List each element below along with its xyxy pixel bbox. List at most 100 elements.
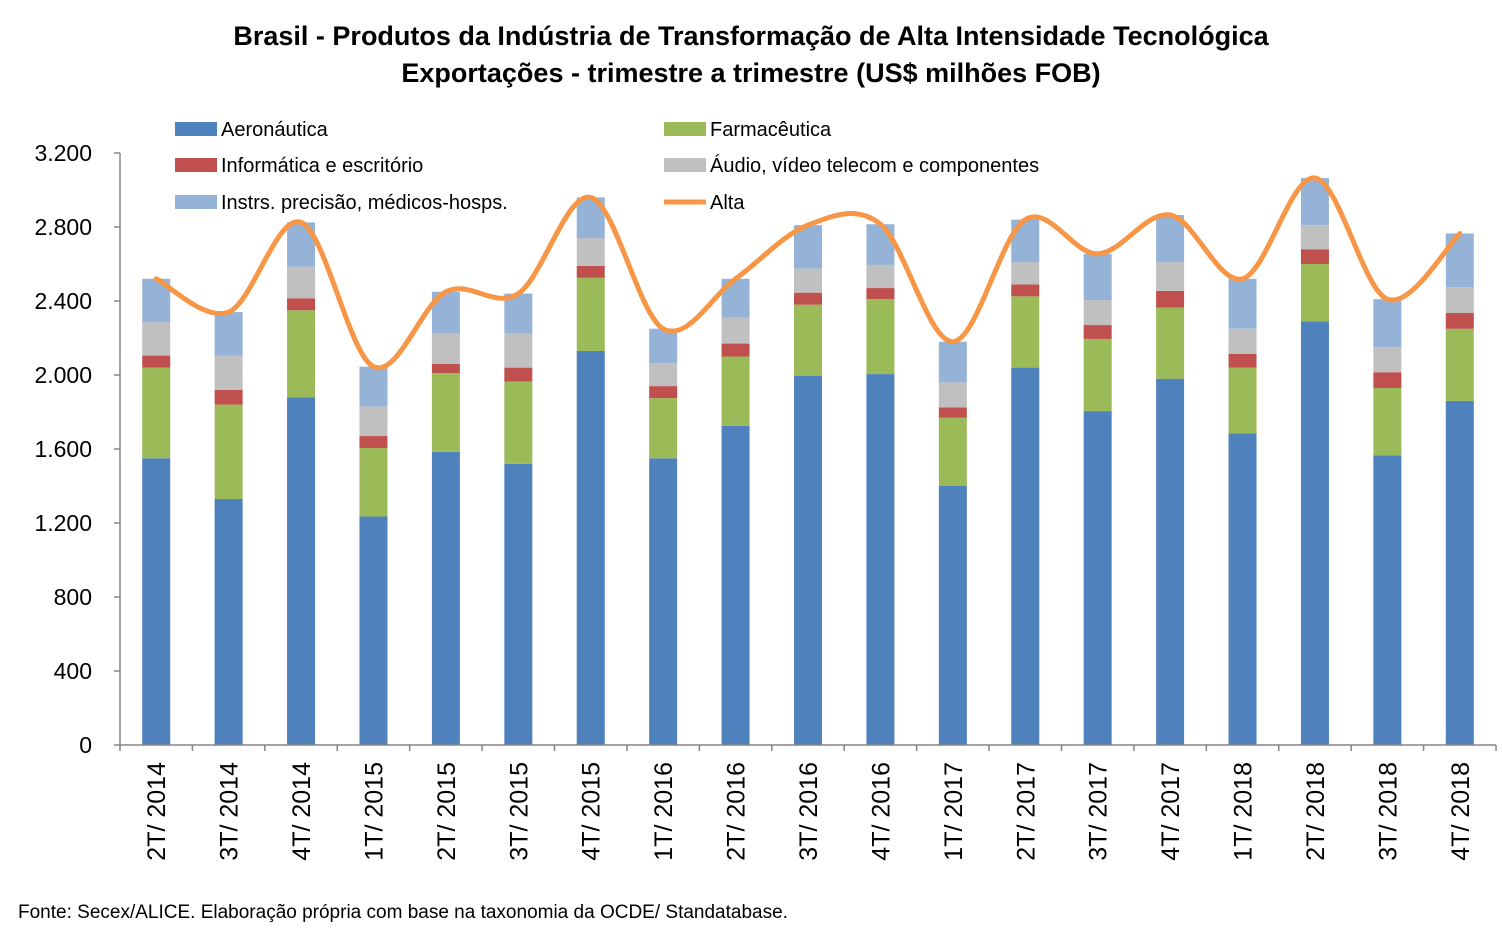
- bar-segment-1-5: [504, 381, 533, 464]
- x-tick-label-1: 3T/ 2014: [216, 762, 244, 861]
- legend-label-1: Farmacêutica: [710, 119, 832, 141]
- bar-segment-1-3: [359, 448, 388, 517]
- bar-segment-0-8: [721, 425, 750, 746]
- x-tick-label-11: 1T/ 2017: [940, 762, 968, 861]
- bar-segment-0-1: [214, 498, 243, 745]
- bar-segment-0-14: [1156, 378, 1185, 745]
- chart-subtitle: Exportações - trimestre a trimestre (US$…: [401, 58, 1101, 88]
- y-tick-label-1: 400: [54, 658, 92, 684]
- bar-segment-1-4: [431, 373, 460, 452]
- x-tick-label-4: 2T/ 2015: [433, 762, 461, 861]
- y-tick-label-8: 3.200: [34, 140, 92, 166]
- bar-segment-1-10: [866, 299, 895, 375]
- bar-segment-2-11: [938, 407, 967, 418]
- bar-segment-1-2: [287, 310, 316, 398]
- bar-segment-4-13: [1083, 253, 1112, 301]
- bar-segment-3-6: [576, 238, 605, 266]
- legend-swatch-1: [664, 122, 706, 136]
- legend-label-0: Aeronáutica: [221, 119, 329, 141]
- x-tick-label-2: 4T/ 2014: [288, 762, 316, 861]
- bar-segment-3-3: [359, 406, 388, 437]
- bar-segment-4-3: [359, 366, 388, 407]
- legend-label-3: Áudio, vídeo telecom e componentes: [710, 154, 1039, 177]
- legend: Aeronáutica Farmacêutica Informática e esc…: [175, 119, 1039, 214]
- bar-segment-3-1: [214, 355, 243, 390]
- x-tick-label-16: 2T/ 2018: [1302, 762, 1330, 861]
- y-tick-label-6: 2.400: [34, 288, 92, 314]
- legend-swatch-3: [664, 158, 706, 172]
- line-series-0: [153, 175, 1463, 371]
- legend-label-4: Instrs. precisão, médicos-hosps.: [221, 192, 508, 214]
- bar-segment-4-17: [1373, 299, 1402, 348]
- bar-segment-3-13: [1083, 300, 1112, 326]
- bar-segment-0-4: [431, 451, 460, 745]
- chart-title: Brasil - Produtos da Indústria de Transf…: [233, 21, 1269, 51]
- bars-layer: [142, 177, 1474, 746]
- bar-segment-1-11: [938, 417, 967, 486]
- bar-segment-3-17: [1373, 347, 1402, 373]
- bar-segment-0-7: [649, 458, 678, 745]
- legend-swatch-4: [175, 195, 217, 209]
- bar-segment-1-8: [721, 356, 750, 426]
- bar-segment-2-15: [1228, 353, 1257, 368]
- y-tick-label-5: 2.000: [34, 362, 92, 388]
- bar-segment-2-0: [142, 355, 171, 368]
- bar-segment-3-10: [866, 264, 895, 289]
- x-tick-label-9: 3T/ 2016: [795, 762, 823, 861]
- legend-swatch-0: [175, 122, 217, 136]
- bar-segment-3-0: [142, 322, 171, 356]
- bar-segment-3-4: [431, 333, 460, 364]
- bar-segment-2-18: [1445, 313, 1474, 329]
- bar-segment-2-6: [576, 265, 605, 278]
- bar-segment-2-8: [721, 343, 750, 357]
- bar-segment-4-1: [214, 312, 243, 356]
- bar-segment-0-16: [1300, 321, 1329, 745]
- bar-segment-0-3: [359, 516, 388, 745]
- bar-segment-1-16: [1300, 264, 1329, 322]
- source-note: Fonte: Secex/ALICE. Elaboração própria c…: [18, 902, 788, 923]
- bar-segment-2-5: [504, 367, 533, 382]
- legend-label-5: Alta: [710, 192, 745, 214]
- x-tick-label-12: 2T/ 2017: [1012, 762, 1040, 861]
- bar-segment-2-12: [1011, 284, 1040, 297]
- y-tick-label-3: 1.200: [34, 510, 92, 536]
- x-tick-label-14: 4T/ 2017: [1157, 762, 1185, 861]
- bar-segment-4-10: [866, 224, 895, 265]
- bar-segment-3-16: [1300, 225, 1329, 250]
- bar-segment-2-7: [649, 386, 678, 399]
- bar-segment-2-10: [866, 288, 895, 300]
- bar-segment-2-17: [1373, 372, 1402, 388]
- bar-segment-2-16: [1300, 249, 1329, 264]
- x-tick-label-8: 2T/ 2016: [723, 762, 751, 861]
- x-tick-label-13: 3T/ 2017: [1085, 762, 1113, 861]
- bar-segment-0-15: [1228, 433, 1257, 745]
- bar-segment-3-14: [1156, 262, 1185, 291]
- bar-segment-1-18: [1445, 328, 1474, 401]
- bar-segment-0-12: [1011, 367, 1040, 745]
- chart-title-block: Brasil - Produtos da Indústria de Transf…: [0, 18, 1502, 92]
- bar-segment-3-15: [1228, 328, 1257, 354]
- bar-segment-2-2: [287, 298, 316, 311]
- bar-segment-1-14: [1156, 307, 1185, 379]
- x-tick-label-3: 1T/ 2015: [360, 762, 388, 861]
- bar-segment-3-2: [287, 266, 316, 299]
- bar-segment-4-7: [649, 328, 678, 363]
- bar-segment-0-6: [576, 350, 605, 745]
- y-tick-label-7: 2.800: [34, 214, 92, 240]
- bar-segment-3-5: [504, 333, 533, 368]
- y-tick-label-2: 800: [54, 584, 92, 610]
- x-tick-label-18: 4T/ 2018: [1447, 762, 1475, 861]
- bar-segment-3-12: [1011, 262, 1040, 285]
- bar-segment-1-0: [142, 367, 171, 459]
- bar-segment-4-14: [1156, 214, 1185, 263]
- bar-segment-2-3: [359, 436, 388, 449]
- bar-segment-2-9: [794, 292, 822, 305]
- bar-segment-0-10: [866, 374, 895, 745]
- axes-layer: 0 400 800 1.200 1.600 2.000 2.400 2.800 3.200 2T/…: [34, 140, 1497, 861]
- bar-segment-1-12: [1011, 296, 1040, 368]
- bar-segment-1-6: [576, 277, 605, 351]
- bar-segment-0-2: [287, 397, 316, 745]
- bar-segment-3-9: [794, 268, 822, 293]
- bar-segment-1-13: [1083, 338, 1112, 412]
- bar-segment-3-18: [1445, 287, 1474, 314]
